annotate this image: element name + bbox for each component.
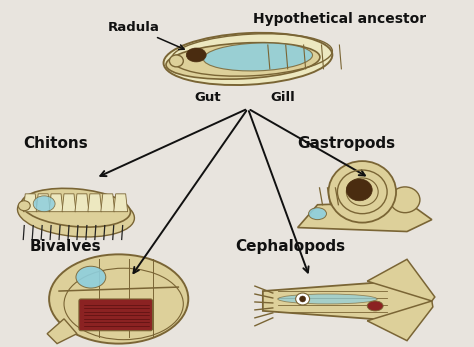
Ellipse shape (390, 187, 420, 213)
Ellipse shape (203, 43, 312, 71)
Ellipse shape (186, 48, 206, 62)
Polygon shape (101, 194, 115, 212)
Ellipse shape (164, 33, 332, 85)
Text: Gut: Gut (195, 91, 221, 104)
Polygon shape (367, 301, 433, 341)
Polygon shape (88, 194, 102, 212)
Ellipse shape (300, 296, 306, 302)
Ellipse shape (346, 179, 372, 201)
Text: Cephalopods: Cephalopods (235, 239, 345, 254)
Ellipse shape (328, 161, 396, 223)
Polygon shape (62, 194, 76, 212)
Ellipse shape (166, 43, 320, 79)
Text: Chitons: Chitons (23, 136, 88, 151)
Text: Hypothetical ancestor: Hypothetical ancestor (253, 12, 426, 26)
FancyBboxPatch shape (79, 299, 153, 331)
Ellipse shape (76, 266, 106, 288)
Text: Gastropods: Gastropods (298, 136, 396, 151)
Polygon shape (36, 194, 50, 212)
Text: Gill: Gill (270, 91, 295, 104)
Ellipse shape (169, 55, 183, 67)
Text: Bivalves: Bivalves (29, 239, 101, 254)
Polygon shape (49, 194, 63, 212)
Ellipse shape (296, 293, 310, 305)
Text: Radula: Radula (108, 21, 184, 50)
Polygon shape (23, 194, 37, 212)
Polygon shape (263, 281, 432, 321)
Ellipse shape (367, 301, 383, 311)
Polygon shape (367, 259, 435, 301)
Polygon shape (47, 319, 77, 344)
Polygon shape (298, 202, 432, 231)
Ellipse shape (49, 254, 188, 344)
Ellipse shape (278, 294, 377, 304)
Ellipse shape (18, 201, 30, 211)
Ellipse shape (18, 191, 135, 237)
Polygon shape (114, 194, 128, 212)
Polygon shape (75, 194, 89, 212)
Ellipse shape (309, 208, 327, 220)
Ellipse shape (33, 196, 55, 212)
Ellipse shape (21, 188, 130, 227)
